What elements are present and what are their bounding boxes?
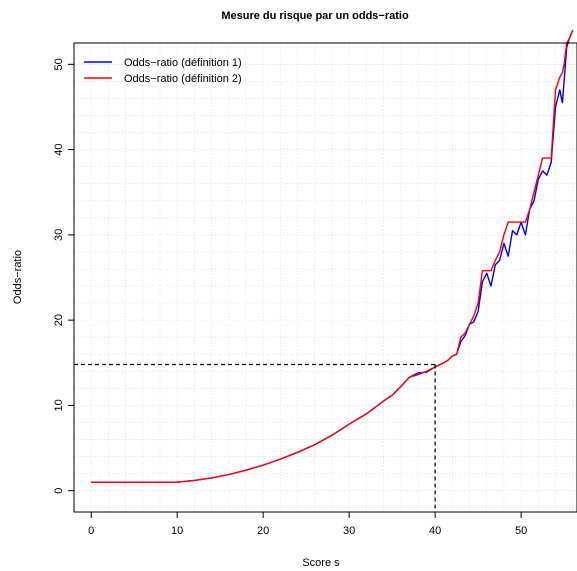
y-tick-label: 40 <box>53 143 65 155</box>
reference-lines <box>74 363 436 512</box>
legend-entry-2: Odds−ratio (définition 2) <box>124 73 242 85</box>
y-axis-label: Odds−ratio <box>12 250 24 304</box>
x-axis: 0 10 20 30 40 50 <box>88 511 527 537</box>
x-tick-label: 30 <box>343 525 355 537</box>
series-layer <box>91 29 574 483</box>
x-tick-label: 50 <box>515 525 527 537</box>
series-line-2 <box>91 29 574 483</box>
y-axis: 0 10 20 30 40 50 <box>53 58 75 494</box>
x-tick-label: 0 <box>88 525 94 537</box>
legend-entry-1: Odds−ratio (définition 1) <box>124 57 242 69</box>
y-tick-label: 0 <box>53 488 65 494</box>
chart-title: Mesure du risque par un odds−ratio <box>221 10 409 22</box>
x-tick-label: 40 <box>429 525 441 537</box>
x-tick-label: 20 <box>257 525 269 537</box>
y-tick-label: 50 <box>53 58 65 70</box>
x-tick-label: 10 <box>171 525 183 537</box>
y-tick-label: 20 <box>53 314 65 326</box>
y-tick-label: 10 <box>53 399 65 411</box>
grid <box>73 43 577 512</box>
y-tick-label: 30 <box>53 229 65 241</box>
legend: Odds−ratio (définition 1) Odds−ratio (déf… <box>84 57 242 85</box>
x-axis-label: Score s <box>302 557 340 569</box>
